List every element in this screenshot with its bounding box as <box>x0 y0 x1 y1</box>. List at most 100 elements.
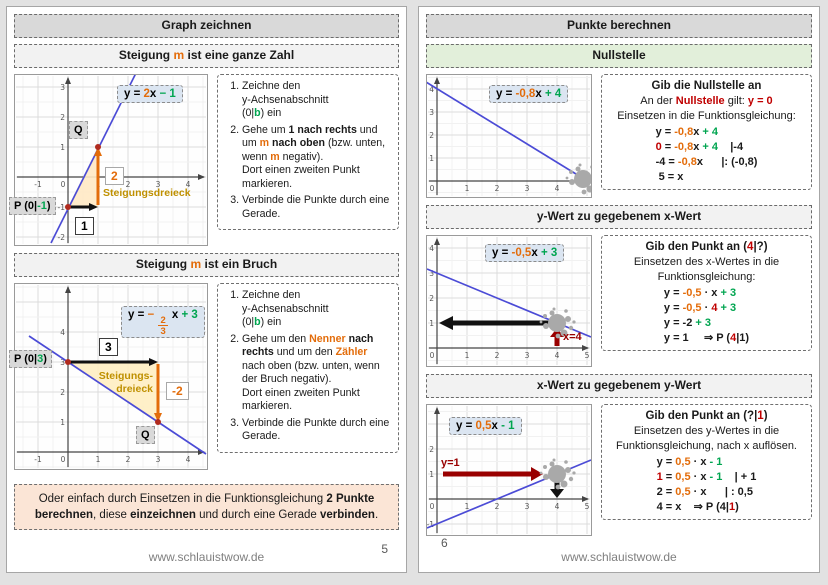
svg-text:4: 4 <box>186 180 191 189</box>
rise-arrow-head <box>154 413 162 422</box>
section-heading-ganze-zahl: Steigung m ist eine ganze Zahl <box>14 44 399 68</box>
svg-text:3: 3 <box>525 184 530 193</box>
equation-line: 5 = x <box>655 171 684 184</box>
page-title-left: Graph zeichnen <box>14 14 399 38</box>
slope-triangle-label: Steigungsdreieck <box>103 187 191 199</box>
svg-text:1: 1 <box>96 455 101 464</box>
graph-x-wert: 0 1 2 3 4 5 -1 1 2 y = 0,5x - 1 y=1 <box>426 404 592 536</box>
note-box: Oder einfach durch Einsetzen in die Funk… <box>14 484 399 531</box>
run-value-box: 1 <box>75 217 94 235</box>
svg-text:0: 0 <box>61 455 66 464</box>
point-p <box>65 204 71 210</box>
solution-intro: Einsetzen des y-Wertes in die Funktionsg… <box>615 425 797 452</box>
instruction-step: Gehe um 1 nach rechts und um m nach oben… <box>242 124 392 192</box>
svg-text:4: 4 <box>429 244 434 253</box>
svg-text:3: 3 <box>156 180 161 189</box>
page-number-left: 5 <box>381 542 388 556</box>
svg-text:4: 4 <box>555 351 560 360</box>
nullstelle-row: 0 1 2 3 4 1 2 3 4 y = -0,8x + 4 Gib die Nullstel… <box>426 74 812 198</box>
svg-text:2: 2 <box>60 388 65 397</box>
svg-text:4: 4 <box>60 328 65 337</box>
point-p-label: P (0|3) <box>9 350 52 368</box>
left-arrow-head <box>439 316 453 330</box>
instructions-box-2: Zeichne den y-Achsenabschnitt (0|b) ein … <box>217 283 399 454</box>
page-left: Graph zeichnen Steigung m ist eine ganze… <box>6 6 407 573</box>
equation-line: y = 1 ⇒ P (4|1) <box>663 332 750 345</box>
x-marker-arrow-head <box>550 328 564 337</box>
point-p-label: P (0|-1) <box>9 197 56 215</box>
svg-text:-1: -1 <box>34 180 42 189</box>
graph-svg: 0 1 2 3 4 1 2 3 4 <box>427 76 591 196</box>
instruction-step: Verbinde die Punkte durch eine Gerade. <box>242 194 392 221</box>
equation-label: y = -0,5x + 3 <box>485 244 565 263</box>
svg-text:5: 5 <box>585 502 590 511</box>
function-line <box>427 81 590 183</box>
svg-text:5: 5 <box>585 351 590 360</box>
svg-text:2: 2 <box>429 445 434 454</box>
point-q-label: Q <box>136 426 155 444</box>
svg-text:1: 1 <box>429 154 434 163</box>
svg-text:0: 0 <box>61 180 66 189</box>
svg-text:4: 4 <box>555 502 560 511</box>
run-value-box: 3 <box>99 338 118 356</box>
svg-text:3: 3 <box>156 455 161 464</box>
svg-text:0: 0 <box>430 351 435 360</box>
down-arrow-head <box>550 489 564 498</box>
section-heading-x-wert: x-Wert zu gegebenem y-Wert <box>426 374 812 398</box>
rise-value-box: 2 <box>105 167 124 185</box>
svg-text:-1: -1 <box>427 520 434 529</box>
svg-text:1: 1 <box>60 143 65 152</box>
y-wert-row: 0 1 2 3 4 5 1 2 3 4 y = -0,5x + 3 x=4 <box>426 235 812 367</box>
solution-box-x-wert: Gib den Punkt an (?|1) Einsetzen des y-W… <box>601 404 812 521</box>
svg-text:1: 1 <box>465 502 470 511</box>
equation-line: y = -2 + 3 <box>663 316 712 329</box>
page-number-right: 6 <box>441 536 448 550</box>
y-marker-label: y=1 <box>441 457 460 469</box>
svg-text:2: 2 <box>495 184 500 193</box>
point-q-label: Q <box>69 121 88 139</box>
svg-text:2: 2 <box>126 455 131 464</box>
svg-text:2: 2 <box>429 294 434 303</box>
rise-arrow-head <box>94 147 102 156</box>
equation-line: y = -0,5 · 4 + 3 <box>663 301 737 314</box>
footer-url-right: www.schlauistwow.de <box>561 550 677 564</box>
equation-label: y = -0,8x + 4 <box>489 85 569 104</box>
run-arrow-head <box>149 358 158 366</box>
section-heading-bruch: Steigung m ist ein Bruch <box>14 253 399 277</box>
ink-splat-marker <box>539 458 576 490</box>
svg-text:2: 2 <box>126 180 131 189</box>
solution-title: Gib die Nullstelle an <box>651 80 762 92</box>
section-heading-nullstelle: Nullstelle <box>426 44 812 68</box>
svg-text:0: 0 <box>430 184 435 193</box>
equation-label: y = 0,5x - 1 <box>449 417 522 436</box>
x-wert-row: 0 1 2 3 4 5 -1 1 2 y = 0,5x - 1 y=1 <box>426 404 812 536</box>
svg-text:3: 3 <box>525 351 530 360</box>
section-heading-y-wert: y-Wert zu gegebenem x-Wert <box>426 205 812 229</box>
function-line <box>28 335 207 455</box>
equation-line: 0 = -0,8x + 4 |-4 <box>655 140 744 153</box>
solution-title: Gib den Punkt an (4|?) <box>645 241 768 253</box>
equation-line: 2 = 0,5 · x | : 0,5 <box>656 485 753 498</box>
slope-triangle-label: Steigungs- dreieck <box>98 370 153 395</box>
instructions-box-1: Zeichne den y-Achsenabschnitt (0|b) ein … <box>217 74 399 231</box>
footer-url-left: www.schlauistwow.de <box>148 550 265 564</box>
svg-text:-2: -2 <box>58 233 66 242</box>
instructions-list-2: Zeichne den y-Achsenabschnitt (0|b) ein … <box>220 289 392 444</box>
instructions-list-1: Zeichne den y-Achsenabschnitt (0|b) ein … <box>220 80 392 221</box>
graph-svg: 0 1 2 3 4 5 -1 1 2 <box>427 406 591 534</box>
svg-text:1: 1 <box>429 470 434 479</box>
solution-equations: y = 0,5 · x - 1 1 = 0,5 · x - 1 | + 1 2 … <box>657 455 757 516</box>
svg-text:4: 4 <box>555 184 560 193</box>
svg-text:3: 3 <box>60 358 65 367</box>
y-marker-arrow-head <box>531 467 543 481</box>
svg-text:-1: -1 <box>58 203 66 212</box>
svg-text:3: 3 <box>525 502 530 511</box>
rise-value-box: -2 <box>166 382 189 400</box>
page-title-right: Punkte berechnen <box>426 14 812 38</box>
x-marker-label: x=4 <box>563 331 582 343</box>
